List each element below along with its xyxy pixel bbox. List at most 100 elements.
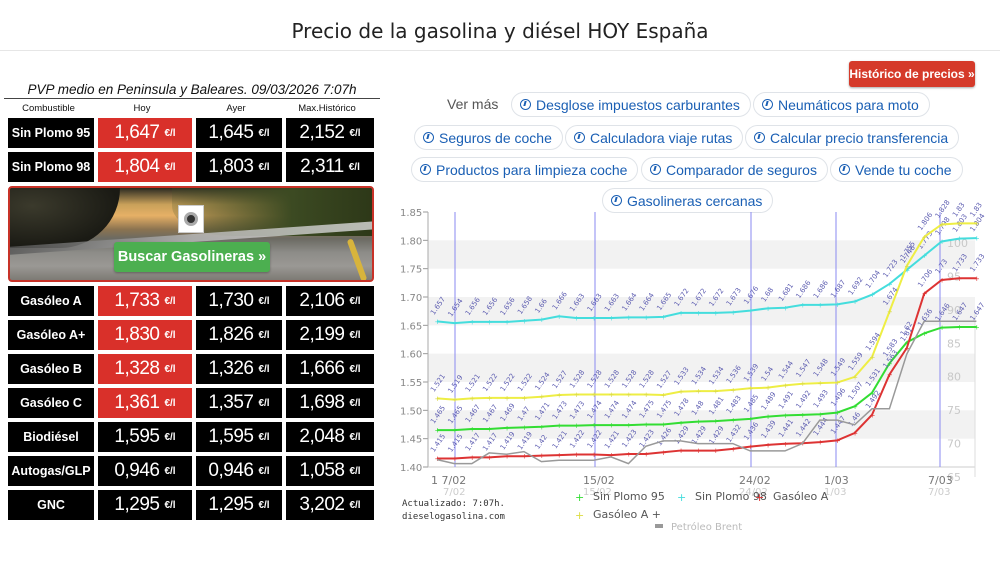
price-max-value: 2,048 bbox=[299, 426, 345, 447]
unit-label: €/l bbox=[258, 295, 270, 307]
related-link[interactable]: Gasolineras cercanas bbox=[602, 188, 774, 213]
price-max: 2,048 €/l bbox=[286, 422, 374, 452]
y-tick-label: 1.40 bbox=[400, 463, 422, 474]
svg-text:+: + bbox=[643, 314, 649, 322]
unit-label: €/l bbox=[348, 161, 360, 173]
svg-text:+: + bbox=[487, 454, 493, 462]
price-today: 1,295 €/l bbox=[98, 490, 192, 520]
svg-text:+: + bbox=[904, 339, 910, 347]
svg-text:+: + bbox=[887, 280, 893, 288]
svg-text:+: + bbox=[696, 447, 702, 455]
related-link[interactable]: Desglose impuestos carburantes bbox=[511, 92, 751, 117]
related-link[interactable]: Productos para limpieza coche bbox=[411, 157, 639, 182]
svg-text:+: + bbox=[522, 424, 528, 432]
svg-text:+: + bbox=[904, 266, 910, 274]
price-yesterday-value: 1,645 bbox=[208, 122, 254, 143]
price-max: 1,698 €/l bbox=[286, 388, 374, 418]
legend-label[interactable]: Sin Plomo 95 bbox=[593, 490, 665, 503]
svg-text:+: + bbox=[783, 382, 789, 390]
svg-text:+: + bbox=[643, 450, 649, 458]
price-yesterday-value: 1,803 bbox=[208, 156, 254, 177]
svg-text:+: + bbox=[696, 309, 702, 317]
prices-caption: PVP medio en Peninsula y Baleares. 09/03… bbox=[4, 80, 380, 99]
svg-text:+: + bbox=[609, 314, 615, 322]
bolt-circle-icon bbox=[574, 132, 585, 143]
svg-text:+: + bbox=[852, 403, 858, 411]
search-stations-button[interactable]: Buscar Gasolineras » bbox=[114, 242, 270, 272]
fuel-name: Autogas/GLP bbox=[8, 456, 94, 486]
legend-label[interactable]: Gasóleo A + bbox=[593, 508, 661, 521]
price-yesterday-value: 1,295 bbox=[208, 494, 254, 515]
svg-text:+: + bbox=[922, 252, 928, 260]
prices-panel: PVP medio en Peninsula y Baleares. 09/03… bbox=[4, 80, 380, 524]
fuel-name: Gasóleo A+ bbox=[8, 320, 94, 350]
x-tick-label: 15/02 bbox=[583, 474, 615, 487]
price-today: 1,361 €/l bbox=[98, 388, 192, 418]
price-today-value: 1,733 bbox=[114, 290, 160, 311]
legend-label[interactable]: Petróleo Brent bbox=[671, 521, 742, 533]
svg-text:+: + bbox=[974, 220, 980, 228]
price-yesterday-value: 0,946 bbox=[208, 460, 254, 481]
price-today: 1,804 €/l bbox=[98, 152, 192, 182]
y2-tick-label: 95 bbox=[947, 270, 961, 283]
related-link[interactable]: Neumáticos para moto bbox=[753, 92, 930, 117]
unit-label: €/l bbox=[258, 363, 270, 375]
svg-text:+: + bbox=[870, 411, 876, 419]
price-max: 2,199 €/l bbox=[286, 320, 374, 350]
header-yesterday: Ayer bbox=[226, 103, 246, 114]
svg-text:+: + bbox=[643, 421, 649, 429]
bolt-circle-icon bbox=[754, 132, 765, 143]
page-title: Precio de la gasolina y diésel HOY Españ… bbox=[0, 0, 1000, 51]
series-line bbox=[436, 222, 977, 401]
price-row: Autogas/GLP 0,946 €/l 0,946 €/l 1,058 €/l bbox=[4, 456, 380, 486]
price-yesterday-value: 1,326 bbox=[208, 358, 254, 379]
fuel-name: Biodiésel bbox=[8, 422, 94, 452]
see-more-label: Ver más bbox=[447, 96, 499, 112]
price-max-value: 2,106 bbox=[299, 290, 345, 311]
svg-text:+: + bbox=[904, 262, 910, 270]
related-link[interactable]: Calcular precio transferencia bbox=[745, 125, 960, 150]
svg-text:+: + bbox=[643, 391, 649, 399]
bolt-circle-icon bbox=[423, 132, 434, 143]
price-today: 1,830 €/l bbox=[98, 320, 192, 350]
price-row: Gasóleo A 1,733 €/l 1,730 €/l 2,106 €/l bbox=[4, 286, 380, 316]
svg-text:+: + bbox=[713, 447, 719, 455]
price-row: Gasóleo B 1,328 €/l 1,326 €/l 1,666 €/l bbox=[4, 354, 380, 384]
svg-text:+: + bbox=[748, 443, 754, 451]
related-link[interactable]: Calculadora viaje rutas bbox=[565, 125, 744, 150]
updated-label: Actualizado: 7:07h. bbox=[402, 499, 505, 509]
price-yesterday: 0,946 €/l bbox=[196, 456, 282, 486]
svg-text:+: + bbox=[522, 453, 528, 461]
legend-label[interactable]: Sin Plomo 98 bbox=[695, 490, 767, 503]
related-link[interactable]: Vende tu coche bbox=[830, 157, 963, 182]
related-link[interactable]: Comparador de seguros bbox=[641, 157, 828, 182]
x-tick-label: 24/02 bbox=[739, 474, 771, 487]
price-yesterday-value: 1,357 bbox=[208, 392, 254, 413]
fuel-name: GNC bbox=[8, 490, 94, 520]
related-link-label: Gasolineras cercanas bbox=[627, 192, 763, 209]
price-history-button[interactable]: Histórico de precios » bbox=[849, 61, 975, 87]
x-tick-label: 1 7/02 bbox=[431, 474, 466, 487]
grid-band bbox=[428, 410, 975, 439]
data-label: 1.706 bbox=[916, 267, 934, 288]
x-tick-sublabel: 1/03 bbox=[824, 487, 846, 498]
svg-text:+: + bbox=[591, 451, 597, 459]
y2-tick-label: 80 bbox=[947, 371, 961, 384]
price-row: Sin Plomo 95 1,647 €/l 1,645 €/l 2,152 €/l bbox=[4, 118, 380, 148]
svg-text:+: + bbox=[922, 330, 928, 338]
legend-label[interactable]: Gasóleo A bbox=[773, 490, 829, 503]
unit-label: €/l bbox=[258, 465, 270, 477]
unit-label: €/l bbox=[164, 499, 176, 511]
svg-text:+: + bbox=[678, 309, 684, 317]
svg-text:+: + bbox=[539, 393, 545, 401]
svg-text:+: + bbox=[661, 392, 667, 400]
svg-text:+: + bbox=[661, 449, 667, 457]
svg-text:+: + bbox=[469, 318, 475, 326]
header-max: Max.Histórico bbox=[298, 103, 356, 114]
related-link[interactable]: Seguros de coche bbox=[414, 125, 563, 150]
series-line bbox=[437, 326, 977, 432]
search-banner[interactable]: Buscar Gasolineras » bbox=[8, 186, 374, 282]
price-max: 1,058 €/l bbox=[286, 456, 374, 486]
svg-text:+: + bbox=[713, 309, 719, 317]
series-line bbox=[437, 277, 977, 460]
